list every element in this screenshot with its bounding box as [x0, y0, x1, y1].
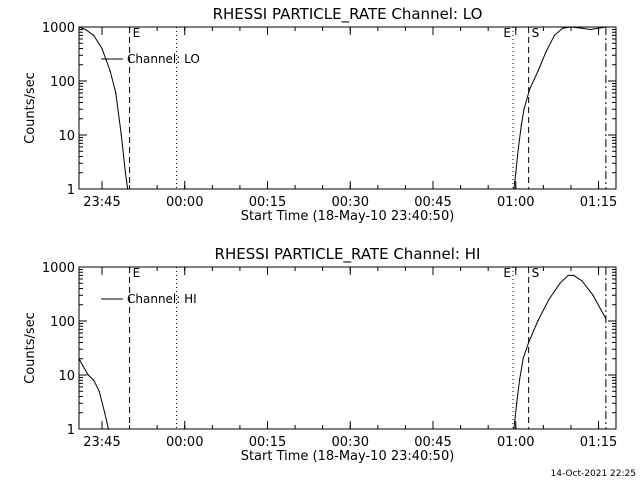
x-tick-label: 01:00: [497, 435, 534, 450]
x-axis-label: Start Time (18-May-10 23:40:50): [241, 449, 455, 464]
data-point: [605, 318, 607, 320]
x-tick-label: 00:15: [249, 435, 286, 450]
marker-label: S: [532, 266, 540, 280]
y-tick-label: 100: [50, 315, 75, 330]
data-point: [559, 282, 561, 284]
data-point: [553, 34, 556, 37]
marker-label: E: [133, 266, 141, 280]
legend-label: Channel: LO: [127, 52, 200, 66]
marker-label: E: [133, 26, 141, 40]
y-axis-label: Counts/sec: [23, 312, 38, 384]
y-tick-label: 100: [50, 75, 75, 90]
marker-label: E: [503, 266, 511, 280]
data-point: [562, 27, 564, 29]
x-tick-label: 01:15: [580, 435, 617, 450]
x-tick-label: 00:00: [166, 195, 203, 210]
data-point: [516, 402, 518, 404]
data-point: [104, 412, 106, 414]
y-tick-label: 1: [67, 183, 75, 198]
data-point: [567, 274, 569, 276]
data-point: [573, 274, 575, 276]
data-point: [537, 320, 539, 322]
data-point: [548, 298, 550, 301]
data-point: [513, 428, 515, 430]
marker-label: E: [503, 26, 511, 40]
data-point: [537, 70, 539, 73]
chart-title: RHESSI PARTICLE_RATE Channel: HI: [215, 245, 481, 264]
data-point: [82, 364, 84, 367]
data-point: [87, 374, 89, 376]
data-point: [93, 34, 95, 37]
x-tick-label: 00:30: [332, 195, 369, 210]
x-axis-label: Start Time (18-May-10 23:40:50): [241, 209, 455, 224]
y-axis-label: Counts/sec: [23, 72, 38, 144]
data-point: [115, 92, 117, 94]
data-point: [98, 390, 100, 392]
x-tick-label: 00:45: [414, 435, 451, 450]
y-tick-label: 10: [58, 369, 75, 384]
plot-frame: [78, 26, 617, 190]
x-tick-label: 01:15: [580, 195, 617, 210]
data-point: [545, 51, 547, 53]
data-point: [605, 26, 607, 28]
x-tick-label: 00:30: [332, 435, 369, 450]
data-point: [523, 108, 525, 110]
y-tick-label: 1000: [42, 21, 75, 36]
y-tick-label: 1000: [42, 261, 75, 276]
x-tick-label: 23:45: [83, 435, 120, 450]
x-tick-label: 00:45: [414, 195, 451, 210]
legend-label: Channel: HI: [127, 292, 197, 306]
data-point: [84, 28, 86, 31]
data-point: [78, 358, 80, 360]
data-point: [124, 172, 126, 174]
generation-timestamp: 14-Oct-2021 22:25: [551, 469, 636, 479]
x-tick-label: 00:15: [249, 195, 286, 210]
data-point: [109, 70, 111, 73]
data-point: [522, 358, 524, 360]
data-point: [101, 47, 103, 50]
x-tick-label: 01:00: [497, 195, 534, 210]
data-point: [513, 188, 515, 190]
data-point: [515, 172, 517, 174]
x-tick-label: 00:00: [166, 435, 203, 450]
data-point: [127, 188, 129, 190]
plot-frame: [78, 266, 617, 430]
data-point: [592, 294, 594, 296]
data-point: [529, 88, 531, 90]
data-point: [518, 379, 521, 381]
data-point: [520, 124, 522, 127]
y-tick-label: 1: [67, 423, 75, 438]
data-point: [517, 146, 520, 148]
marker-label: S: [532, 26, 540, 40]
data-point: [589, 28, 591, 31]
data-point: [597, 27, 600, 29]
data-point: [570, 26, 572, 28]
y-tick-label: 10: [58, 129, 75, 144]
x-tick-label: 23:45: [83, 195, 120, 210]
data-point: [107, 428, 109, 430]
data-point: [120, 134, 122, 136]
data-point: [581, 280, 583, 282]
data-point: [93, 379, 95, 381]
data-point: [528, 341, 530, 344]
data-point: [78, 26, 80, 28]
chart-title: RHESSI PARTICLE_RATE Channel: LO: [213, 5, 483, 24]
data-point: [581, 27, 583, 29]
